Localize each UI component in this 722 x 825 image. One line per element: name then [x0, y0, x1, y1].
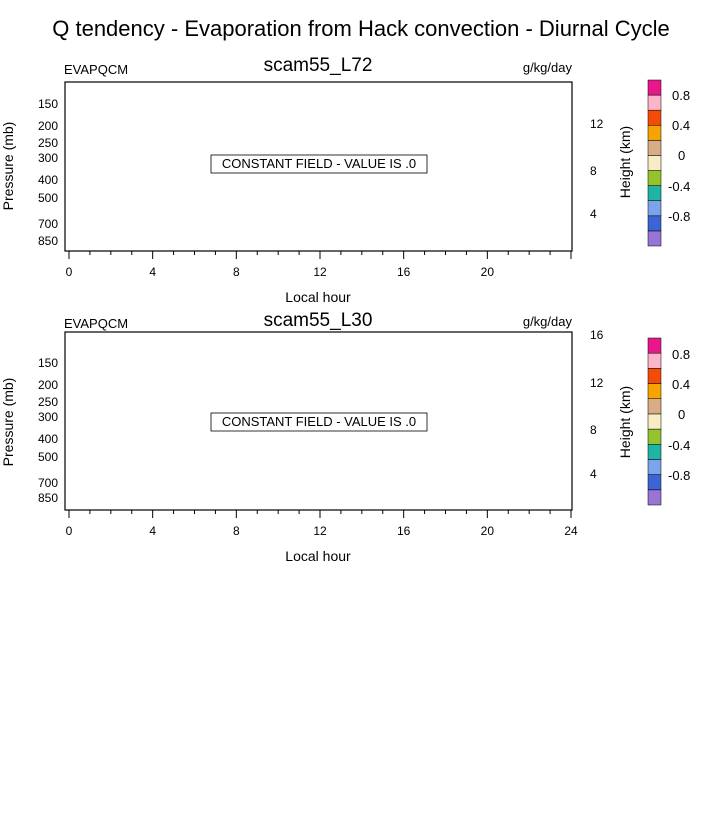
x-tick-label: 0 [66, 265, 73, 279]
panel-bottom: scam55_L30 EVAPQCM g/kg/day 150 200 250 … [0, 310, 690, 564]
colorbar-swatch [647, 79, 662, 96]
y-tick-label: 250 [38, 136, 58, 150]
y-tick-label: 500 [38, 191, 58, 205]
y-tick-label: 150 [38, 97, 58, 111]
annotation-box [210, 154, 428, 174]
x-tick-label: 4 [149, 524, 156, 538]
colorbar-label: -0.8 [668, 468, 690, 483]
panel-title: scam55_L72 [264, 55, 373, 76]
y-right-tick-label: 4 [590, 207, 597, 221]
colorbar-swatch [647, 215, 662, 232]
colorbar: 0.8 0.4 0 -0.4 -0.8 [647, 337, 690, 506]
colorbar-label: -0.4 [668, 179, 690, 194]
colorbar-swatch [647, 155, 662, 171]
colorbar-swatch [647, 185, 662, 201]
colorbar-swatch [647, 474, 662, 491]
y-axis-title: Pressure (mb) [0, 122, 16, 211]
y-tick-label: 500 [38, 450, 58, 464]
colorbar: 0.8 0.4 0 -0.4 -0.8 [647, 79, 690, 247]
y-right-tick-label: 12 [590, 376, 604, 390]
y-tick-label: 850 [38, 491, 58, 505]
y-tick-label: 250 [38, 395, 58, 409]
colorbar-label: 0.8 [672, 88, 690, 103]
y-right-tick-label: 8 [590, 423, 597, 437]
colorbar-swatch [647, 368, 662, 384]
colorbar-swatch [647, 125, 662, 141]
x-tick-label: 24 [564, 524, 578, 538]
colorbar-swatch [647, 459, 662, 475]
y-tick-label: 400 [38, 432, 58, 446]
colorbar-swatch [647, 398, 662, 415]
y-tick-label: 200 [38, 119, 58, 133]
colorbar-swatch [647, 337, 662, 354]
annotation-box [210, 412, 428, 432]
x-tick-label: 12 [313, 524, 327, 538]
x-tick-label: 4 [149, 265, 156, 279]
x-tick-label: 20 [481, 524, 495, 538]
x-tick-label: 8 [233, 524, 240, 538]
x-tick-label: 8 [233, 265, 240, 279]
colorbar-swatch [647, 383, 662, 399]
y-tick-label: 300 [38, 151, 58, 165]
x-tick-label: 16 [397, 524, 411, 538]
y-right-tick-label: 16 [590, 328, 604, 342]
y-axis-title: Pressure (mb) [0, 378, 16, 467]
y-right-tick-label: 4 [590, 467, 597, 481]
colorbar-label: 0.4 [672, 118, 690, 133]
y-tick-label: 700 [38, 217, 58, 231]
x-axis-title: Local hour [285, 548, 351, 564]
x-axis-title: Local hour [285, 289, 351, 305]
colorbar-swatch [647, 109, 662, 126]
colorbar-swatch [647, 428, 662, 445]
variable-label: EVAPQCM [64, 62, 128, 77]
y-tick-label: 700 [38, 476, 58, 490]
colorbar-label: 0 [678, 407, 685, 422]
panel-top: scam55_L72 EVAPQCM g/kg/day 150 200 250 … [0, 55, 690, 305]
colorbar-swatch [647, 94, 662, 111]
x-tick-label: 0 [66, 524, 73, 538]
colorbar-swatch [647, 230, 662, 247]
colorbar-label: 0 [678, 148, 685, 163]
colorbar-swatch [647, 200, 662, 217]
colorbar-label: 0.4 [672, 377, 690, 392]
y-tick-label: 300 [38, 410, 58, 424]
units-label: g/kg/day [523, 60, 573, 75]
y-right-tick-label: 8 [590, 164, 597, 178]
x-tick-label: 20 [481, 265, 495, 279]
panel-title: scam55_L30 [264, 310, 373, 331]
variable-label: EVAPQCM [64, 316, 128, 331]
y-right-tick-label: 12 [590, 117, 604, 131]
y-tick-label: 150 [38, 356, 58, 370]
x-tick-label: 16 [397, 265, 411, 279]
colorbar-swatch [647, 140, 662, 156]
colorbar-swatch [647, 413, 662, 430]
y-right-axis-title: Height (km) [617, 126, 633, 198]
colorbar-swatch [647, 444, 662, 460]
colorbar-label: -0.8 [668, 209, 690, 224]
colorbar-swatch [647, 489, 662, 506]
plot-frame [64, 331, 573, 511]
colorbar-label: -0.4 [668, 438, 690, 453]
y-tick-label: 400 [38, 173, 58, 187]
y-right-axis-title: Height (km) [617, 386, 633, 458]
x-tick-label: 12 [313, 265, 327, 279]
plot-frame [64, 81, 573, 252]
annotation-text: CONSTANT FIELD - VALUE IS .0 [222, 156, 416, 171]
colorbar-label: 0.8 [672, 347, 690, 362]
y-tick-label: 850 [38, 234, 58, 248]
annotation-text: CONSTANT FIELD - VALUE IS .0 [222, 414, 416, 429]
y-tick-label: 200 [38, 378, 58, 392]
colorbar-swatch [647, 170, 662, 186]
figure-title: Q tendency - Evaporation from Hack conve… [52, 16, 669, 41]
colorbar-swatch [647, 352, 662, 369]
units-label: g/kg/day [523, 314, 573, 329]
